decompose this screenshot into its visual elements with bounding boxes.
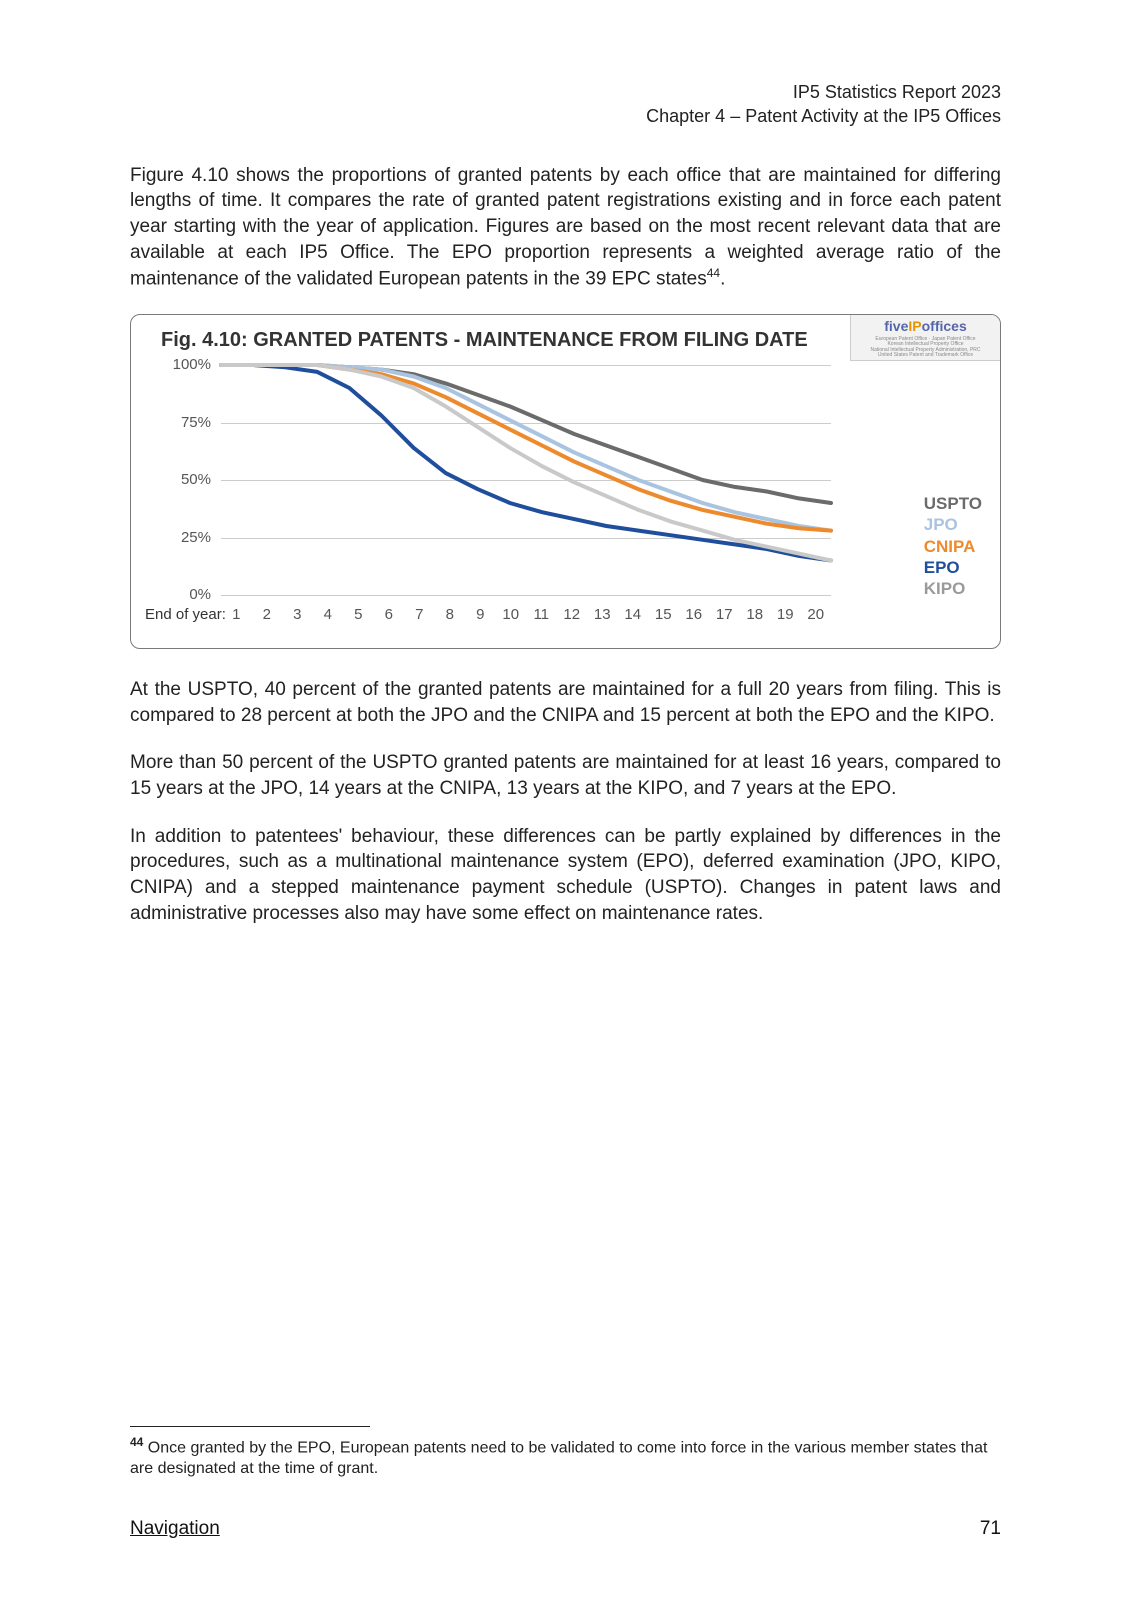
x-tick-label: 2 [252, 606, 283, 623]
series-line-epo [221, 365, 831, 561]
y-tick-label: 75% [151, 414, 211, 431]
chart-figure-4-10: Fig. 4.10: GRANTED PATENTS - MAINTENANCE… [130, 314, 1001, 649]
y-tick-label: 100% [151, 356, 211, 373]
x-tick-label: 15 [648, 606, 679, 623]
x-tick-label: 11 [526, 606, 557, 623]
five-ip-offices-logo: fiveIPoffices European Patent Office · J… [850, 315, 1000, 361]
footnote-text: Once granted by the EPO, European patent… [130, 1439, 987, 1477]
x-axis: 1234567891011121314151617181920 [221, 606, 831, 623]
chart-title: Fig. 4.10: GRANTED PATENTS - MAINTENANCE… [161, 329, 808, 352]
x-tick-label: 6 [374, 606, 405, 623]
legend-item-kipo: KIPO [924, 578, 982, 599]
paragraph-3: More than 50 percent of the USPTO grante… [130, 750, 1001, 801]
series-line-uspto [221, 365, 831, 503]
paragraph-2: At the USPTO, 40 percent of the granted … [130, 677, 1001, 728]
header-line-1: IP5 Statistics Report 2023 [130, 80, 1001, 104]
x-axis-title: End of year: [145, 606, 226, 623]
navigation-link[interactable]: Navigation [130, 1518, 220, 1540]
legend-item-cnipa: CNIPA [924, 536, 982, 557]
grid-line [221, 595, 831, 596]
x-tick-label: 1 [221, 606, 252, 623]
footnote-marker: 44 [130, 1435, 143, 1449]
x-tick-label: 8 [435, 606, 466, 623]
logo-five: five [884, 318, 908, 334]
logo-ip: IP [908, 318, 921, 334]
page-header: IP5 Statistics Report 2023 Chapter 4 – P… [130, 80, 1001, 129]
series-line-kipo [221, 365, 831, 561]
y-tick-label: 25% [151, 529, 211, 546]
x-tick-label: 3 [282, 606, 313, 623]
logo-offices: offices [922, 318, 967, 334]
x-tick-label: 12 [557, 606, 588, 623]
page-number: 71 [980, 1518, 1001, 1540]
para1-sup: 44 [707, 266, 720, 280]
x-tick-label: 17 [709, 606, 740, 623]
legend-item-uspto: USPTO [924, 493, 982, 514]
para1-text: Figure 4.10 shows the proportions of gra… [130, 165, 1001, 290]
para1-end: . [720, 268, 725, 289]
legend-item-jpo: JPO [924, 514, 982, 535]
document-page: IP5 Statistics Report 2023 Chapter 4 – P… [0, 0, 1131, 1600]
footnote-rule [130, 1426, 370, 1427]
x-tick-label: 5 [343, 606, 374, 623]
logo-subtext: European Patent Office · Japan Patent Of… [857, 337, 994, 359]
y-tick-label: 0% [151, 586, 211, 603]
x-tick-label: 7 [404, 606, 435, 623]
legend-item-epo: EPO [924, 557, 982, 578]
chart-plot-area: 100%75%50%25%0% End of year: 12345678910… [221, 365, 831, 595]
header-line-2: Chapter 4 – Patent Activity at the IP5 O… [130, 104, 1001, 128]
x-tick-label: 19 [770, 606, 801, 623]
x-tick-label: 16 [679, 606, 710, 623]
x-tick-label: 4 [313, 606, 344, 623]
page-footer: Navigation 71 [130, 1518, 1001, 1540]
paragraph-4: In addition to patentees' behaviour, the… [130, 824, 1001, 927]
x-tick-label: 14 [618, 606, 649, 623]
x-tick-label: 10 [496, 606, 527, 623]
x-tick-label: 13 [587, 606, 618, 623]
chart-legend: USPTOJPOCNIPAEPOKIPO [924, 493, 982, 599]
y-tick-label: 50% [151, 471, 211, 488]
x-tick-label: 9 [465, 606, 496, 623]
footnote-block: 44 Once granted by the EPO, European pat… [130, 1426, 1001, 1480]
paragraph-1: Figure 4.10 shows the proportions of gra… [130, 163, 1001, 293]
chart-lines-svg [221, 365, 831, 595]
footnote-44: 44 Once granted by the EPO, European pat… [130, 1435, 1001, 1480]
x-tick-label: 18 [740, 606, 771, 623]
x-tick-label: 20 [801, 606, 832, 623]
